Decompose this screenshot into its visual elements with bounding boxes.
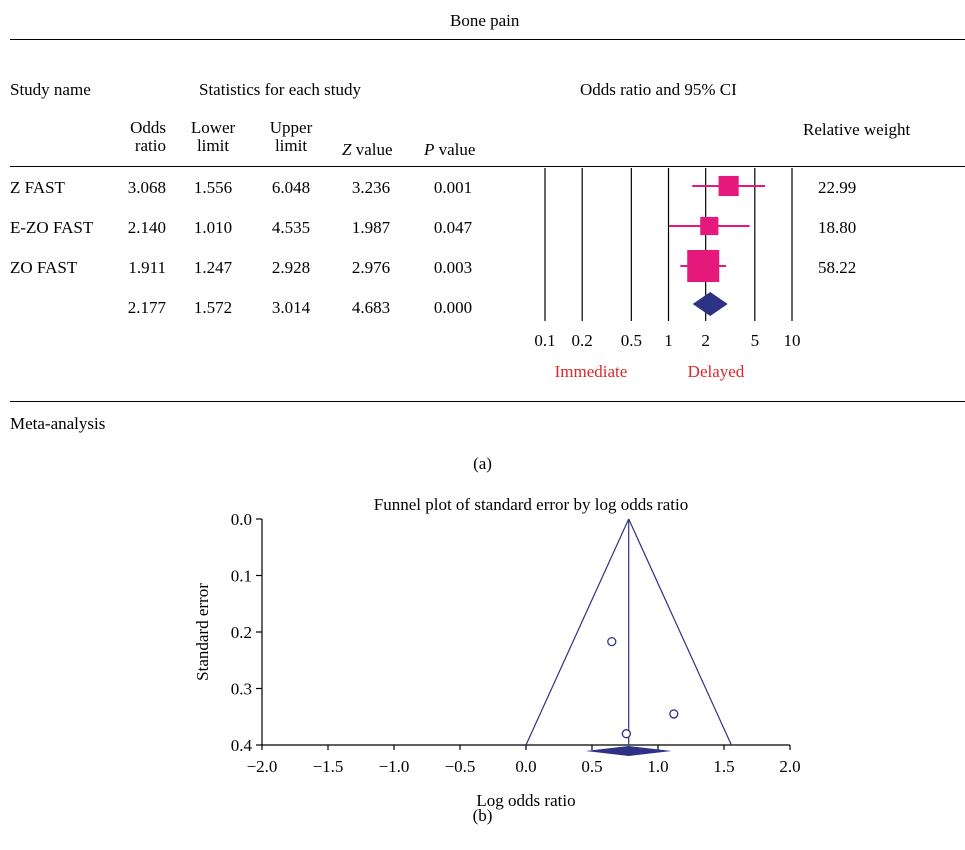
title-rule bbox=[10, 39, 965, 40]
odds-ratio-header-line2: ratio bbox=[134, 135, 166, 155]
forest-tick-label: 0.2 bbox=[572, 331, 593, 350]
funnel-left-boundary bbox=[525, 518, 630, 746]
funnel-point bbox=[669, 709, 679, 719]
funnel-plot: 0.0 0.1 0.2 0.3 0.4 −2.0 −1.5 −1.0 −0.5 0.0 0.5 1.0… bbox=[193, 495, 801, 810]
cell-p: 0.003 bbox=[433, 258, 473, 277]
forest-title: Bone pain bbox=[450, 11, 520, 30]
funnel-y-tick-label: 0.1 bbox=[231, 567, 252, 586]
cell-upper: 2.928 bbox=[271, 258, 311, 277]
cell-or: 1.911 bbox=[128, 258, 166, 277]
odds-ratio-header-line1: Odds bbox=[130, 118, 166, 137]
header-rule bbox=[10, 166, 965, 167]
favours-right-label: Delayed bbox=[688, 362, 745, 381]
cell-name: ZO FAST bbox=[10, 258, 78, 277]
cell-z: 3.236 bbox=[351, 178, 391, 197]
funnel-point bbox=[607, 636, 617, 647]
upper-limit-col-header: Upper limit bbox=[262, 119, 320, 155]
p-value-header-rest: value bbox=[434, 140, 476, 159]
cell-p: 0.000 bbox=[433, 298, 473, 317]
cell-lower: 1.010 bbox=[193, 218, 233, 237]
cell-name: E-ZO FAST bbox=[10, 218, 94, 237]
study-name-header: Study name bbox=[10, 80, 91, 99]
forest-tick-label: 2 bbox=[701, 331, 710, 350]
favours-left-label: Immediate bbox=[555, 362, 628, 381]
funnel-y-tick-label: 0.3 bbox=[231, 680, 252, 699]
funnel-x-tick-label: 1.0 bbox=[647, 757, 668, 776]
funnel-x-tick-label: −2.0 bbox=[247, 757, 278, 776]
cell-upper: 6.048 bbox=[271, 178, 311, 197]
funnel-x-axis-label: Log odds ratio bbox=[476, 791, 575, 810]
funnel-x-tick-label: 2.0 bbox=[779, 757, 800, 776]
forest-tick-label: 10 bbox=[784, 331, 801, 350]
funnel-x-tick-label: 0.0 bbox=[515, 757, 536, 776]
lower-limit-col-header: Lower limit bbox=[184, 119, 242, 155]
cell-lower: 1.556 bbox=[193, 178, 233, 197]
funnel-y-tick-label: 0.2 bbox=[231, 623, 252, 642]
cell-weight: 18.80 bbox=[818, 218, 857, 237]
funnel-y-axis-label: Standard error bbox=[193, 583, 212, 681]
study-square bbox=[700, 216, 719, 236]
funnel-y-tick-label: 0.4 bbox=[231, 736, 253, 755]
cell-lower: 1.572 bbox=[193, 298, 233, 317]
odds-ratio-col-header: Odds ratio bbox=[104, 119, 166, 155]
cell-upper: 3.014 bbox=[271, 298, 311, 317]
funnel-right-boundary bbox=[628, 518, 732, 746]
funnel-x-tick-label: 0.5 bbox=[581, 757, 602, 776]
panel-a-caption: (a) bbox=[473, 454, 492, 473]
summary-diamond bbox=[692, 292, 728, 316]
z-value-col-header: Z value bbox=[342, 141, 393, 158]
funnel-x-tick-label: −0.5 bbox=[445, 757, 476, 776]
z-value-header-italic: Z bbox=[342, 140, 352, 159]
forest-tick-label: 0.5 bbox=[621, 331, 642, 350]
cell-weight: 58.22 bbox=[818, 258, 857, 277]
cell-p: 0.047 bbox=[433, 218, 473, 237]
cell-or: 3.068 bbox=[127, 178, 166, 197]
funnel-y-tick-label: 0.0 bbox=[231, 510, 252, 529]
cell-z: 4.683 bbox=[351, 298, 391, 317]
cell-or: 2.140 bbox=[127, 218, 166, 237]
panel-b-caption: (b) bbox=[472, 806, 493, 825]
funnel-title: Funnel plot of standard error by log odd… bbox=[374, 495, 688, 514]
cell-z: 2.976 bbox=[351, 258, 391, 277]
statistics-header: Statistics for each study bbox=[199, 80, 361, 99]
forest-tick-label: 0.1 bbox=[534, 331, 555, 350]
forest-plot: 0.1 0.2 0.5 1 2 5 10 Immediate Delayed bbox=[534, 168, 801, 381]
p-value-header-italic: P bbox=[424, 140, 435, 159]
funnel-point bbox=[621, 729, 631, 739]
cell-weight: 22.99 bbox=[818, 178, 857, 197]
bottom-rule bbox=[10, 401, 965, 402]
funnel-x-tick-label: −1.0 bbox=[379, 757, 410, 776]
funnel-x-tick-label: 1.5 bbox=[713, 757, 734, 776]
relative-weight-header: Relative weight bbox=[803, 120, 911, 139]
cell-z: 1.987 bbox=[351, 218, 391, 237]
cell-upper: 4.535 bbox=[271, 218, 311, 237]
upper-limit-header-line2: limit bbox=[274, 135, 308, 155]
study-square bbox=[687, 250, 720, 282]
z-value-header-rest: value bbox=[351, 140, 393, 159]
lower-limit-header-line1: Lower bbox=[190, 118, 236, 137]
study-square bbox=[718, 175, 739, 197]
forest-tick-label: 5 bbox=[751, 331, 760, 350]
upper-limit-header-line1: Upper bbox=[269, 118, 313, 137]
cell-p: 0.001 bbox=[433, 178, 473, 197]
meta-analysis-label: Meta-analysis bbox=[10, 414, 106, 433]
p-value-col-header: P value bbox=[424, 141, 475, 158]
cell-or: 2.177 bbox=[127, 298, 166, 317]
forest-tick-label: 1 bbox=[664, 331, 673, 350]
odds-ci-header: Odds ratio and 95% CI bbox=[580, 80, 737, 99]
lower-limit-header-line2: limit bbox=[196, 135, 230, 155]
cell-name: Z FAST bbox=[10, 178, 65, 197]
funnel-pooled-diamond bbox=[585, 746, 672, 756]
funnel-x-tick-label: −1.5 bbox=[313, 757, 344, 776]
cell-lower: 1.247 bbox=[193, 258, 233, 277]
